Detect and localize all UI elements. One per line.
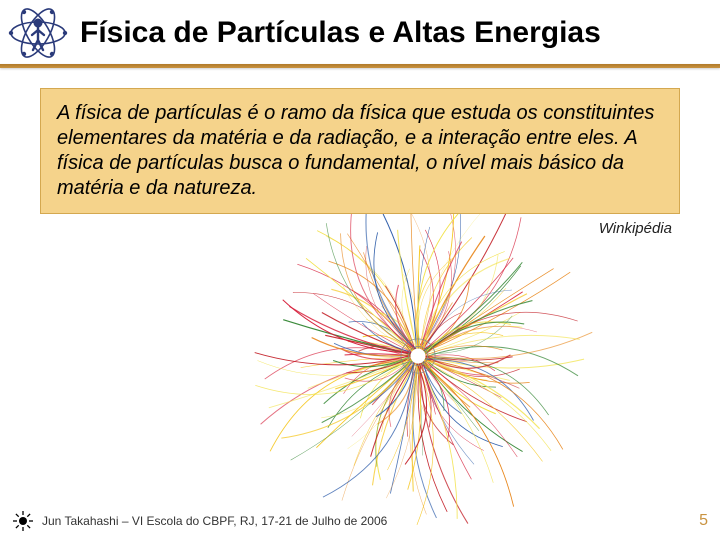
page-number: 5 xyxy=(699,512,708,530)
citation-source: Winkipédia xyxy=(0,220,672,237)
footer-sun-logo xyxy=(12,510,34,532)
atom-person-logo xyxy=(8,8,68,58)
definition-text: A física de partículas é o ramo da físic… xyxy=(57,101,663,201)
definition-box: A física de partículas é o ramo da físic… xyxy=(40,88,680,214)
footer-credit: Jun Takahashi – VI Escola do CBPF, RJ, 1… xyxy=(42,514,699,528)
header-divider xyxy=(0,64,720,68)
slide-title: Física de Partículas e Altas Energias xyxy=(80,16,601,50)
